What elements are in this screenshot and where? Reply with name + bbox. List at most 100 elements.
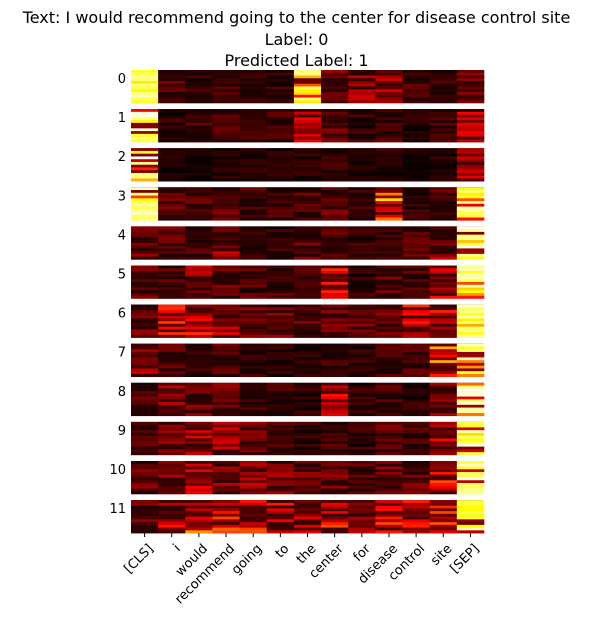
heatmap-cell: [239, 78, 268, 82]
heatmap-cell: [402, 209, 430, 213]
heatmap-cell: [429, 172, 458, 176]
heatmap-cell: [321, 175, 349, 179]
heatmap-cell: [158, 72, 186, 76]
heatmap-cell: [348, 187, 376, 191]
heatmap-cell: [212, 190, 240, 194]
heatmap-cell: [321, 97, 349, 101]
heatmap-cell: [212, 133, 240, 137]
heatmap-cell: [375, 248, 403, 252]
heatmap-cell: [185, 463, 213, 467]
heatmap-cell: [456, 432, 485, 436]
heatmap-cell: [158, 443, 186, 447]
heatmap-cell: [239, 461, 268, 465]
heatmap-cell: [266, 334, 295, 338]
heatmap-cell: [293, 371, 322, 375]
heatmap-cell: [348, 399, 376, 403]
heatmap-cell: [131, 505, 159, 509]
heatmap-cell: [185, 365, 213, 369]
heatmap-cell: [456, 329, 485, 333]
heatmap-cell: [239, 159, 268, 163]
heatmap-cell: [429, 461, 458, 465]
heatmap-cell: [348, 524, 376, 528]
heatmap-cell: [402, 120, 430, 124]
heatmap-cell: [348, 226, 376, 230]
heatmap-cell: [402, 139, 430, 143]
heatmap-cell: [321, 488, 349, 492]
heatmap-cell: [456, 373, 485, 377]
heatmap-cell: [348, 120, 376, 124]
heatmap-cell: [293, 466, 322, 470]
heatmap-cell: [131, 120, 159, 124]
heatmap-cell: [185, 273, 213, 277]
heatmap-cell: [293, 432, 322, 436]
heatmap-cell: [293, 203, 322, 207]
heatmap-cell: [402, 443, 430, 447]
heatmap-cell: [158, 312, 186, 316]
heatmap-cell: [266, 463, 295, 467]
heatmap-cell: [375, 511, 403, 515]
heatmap-cell: [429, 212, 458, 216]
heatmap-cell: [158, 253, 186, 257]
heatmap-cell: [158, 139, 186, 143]
heatmap-cell: [429, 452, 458, 456]
heatmap-cell: [402, 508, 430, 512]
heatmap-cell: [239, 131, 268, 135]
heatmap-cell: [429, 491, 458, 495]
heatmap-cell: [402, 125, 430, 129]
heatmap-cell: [239, 466, 268, 470]
heatmap-cell: [348, 175, 376, 179]
heatmap-cell: [348, 70, 376, 74]
heatmap-cell: [266, 312, 295, 316]
heatmap-cell: [158, 203, 186, 207]
heatmap-cell: [158, 343, 186, 347]
heatmap-cell: [321, 128, 349, 132]
heatmap-cell: [429, 508, 458, 512]
heatmap-cell: [321, 310, 349, 314]
heatmap-cell: [131, 432, 159, 436]
heatmap-cell: [429, 133, 458, 137]
heatmap-cell: [402, 217, 430, 221]
heatmap-cell: [239, 488, 268, 492]
heatmap-cell: [266, 516, 295, 520]
heatmap-cell: [456, 175, 485, 179]
heatmap-cell: [429, 318, 458, 322]
heatmap-cell: [212, 446, 240, 450]
heatmap-cell: [158, 393, 186, 397]
heatmap-cell: [321, 156, 349, 160]
heatmap-cell: [131, 192, 159, 196]
heatmap-cell: [321, 268, 349, 272]
heatmap-cell: [239, 109, 268, 113]
heatmap-cell: [456, 234, 485, 238]
heatmap-cell: [266, 150, 295, 154]
heatmap-cell: [131, 461, 159, 465]
heatmap-cell: [158, 201, 186, 205]
heatmap-cell: [158, 251, 186, 255]
heatmap-cell: [348, 172, 376, 176]
heatmap-cell: [456, 505, 485, 509]
heatmap-cell: [456, 287, 485, 291]
heatmap-cell: [266, 70, 295, 74]
heatmap-cell: [158, 385, 186, 389]
heatmap-cell: [375, 407, 403, 411]
heatmap-cell: [266, 156, 295, 160]
heatmap-cell: [131, 466, 159, 470]
heatmap-cell: [348, 391, 376, 395]
heatmap-cell: [375, 365, 403, 369]
heatmap-cell: [429, 72, 458, 76]
heatmap-cell: [185, 229, 213, 233]
heatmap-cell: [185, 502, 213, 506]
heatmap-cell: [158, 360, 186, 364]
heatmap-cell: [266, 178, 295, 182]
heatmap-cell: [212, 170, 240, 174]
heatmap-cell: [348, 234, 376, 238]
heatmap-cell: [212, 192, 240, 196]
heatmap-cell: [185, 312, 213, 316]
heatmap-cell: [375, 268, 403, 272]
heatmap-cell: [131, 413, 159, 417]
heatmap-cell: [266, 231, 295, 235]
heatmap-cell: [375, 388, 403, 392]
heatmap-cell: [185, 332, 213, 336]
heatmap-cell: [266, 427, 295, 431]
heatmap-cell: [402, 402, 430, 406]
heatmap-cell: [158, 248, 186, 252]
